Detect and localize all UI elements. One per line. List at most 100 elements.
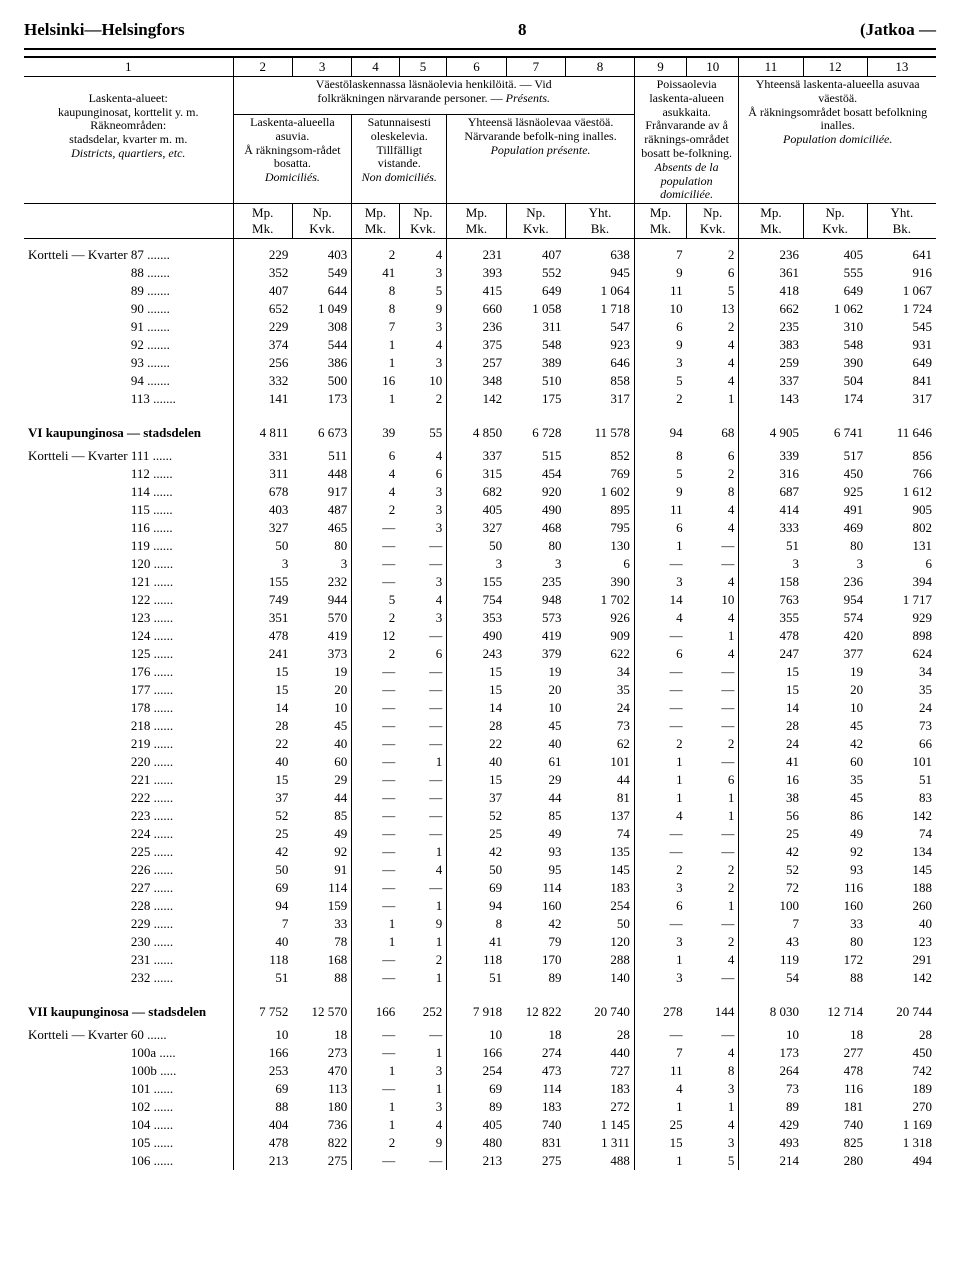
table-cell: 40: [447, 753, 506, 771]
table-cell: 22: [447, 735, 506, 753]
table-row: Kortteli — Kvarter 102 ......88180138918…: [24, 1098, 936, 1116]
table-row: Kortteli — Kvarter 222 ......3744——37448…: [24, 789, 936, 807]
table-cell: 119: [739, 951, 803, 969]
table-cell: 45: [803, 789, 867, 807]
table-cell: 22: [233, 735, 292, 753]
table-row: Kortteli — Kvarter 112 ......31144846315…: [24, 465, 936, 483]
table-cell: 1: [399, 969, 447, 987]
table-cell: 40: [506, 735, 565, 753]
table-cell: 52: [233, 807, 292, 825]
table-cell: 15: [447, 663, 506, 681]
table-cell: 252: [399, 994, 447, 1026]
row-label: Kortteli — Kvarter 176 ......: [24, 663, 233, 681]
table-cell: 494: [867, 1152, 936, 1170]
row-label: Kortteli — Kvarter 219 ......: [24, 735, 233, 753]
table-row: Kortteli — Kvarter 225 ......4292—142931…: [24, 843, 936, 861]
table-cell: 49: [803, 825, 867, 843]
row-label: Kortteli — Kvarter 220 ......: [24, 753, 233, 771]
table-cell: 727: [566, 1062, 635, 1080]
table-cell: 14: [634, 591, 686, 609]
table-cell: 68: [687, 415, 739, 447]
table-cell: —: [399, 1152, 447, 1170]
table-cell: 504: [803, 372, 867, 390]
table-cell: 12 714: [803, 994, 867, 1026]
table-cell: 42: [233, 843, 292, 861]
table-cell: 83: [867, 789, 936, 807]
table-cell: —: [352, 573, 400, 591]
table-cell: —: [634, 1026, 686, 1044]
table-cell: 856: [867, 447, 936, 465]
table-cell: 274: [506, 1044, 565, 1062]
table-cell: 929: [867, 609, 936, 627]
table-cell: 8: [634, 447, 686, 465]
table-cell: 4: [687, 573, 739, 591]
table-cell: 407: [233, 282, 292, 300]
table-cell: 1: [634, 1152, 686, 1170]
table-cell: —: [352, 699, 400, 717]
table-cell: 15: [233, 771, 292, 789]
table-cell: 649: [867, 354, 936, 372]
table-cell: —: [352, 1152, 400, 1170]
table-cell: 42: [739, 843, 803, 861]
table-cell: 3: [399, 483, 447, 501]
table-cell: —: [687, 1026, 739, 1044]
table-cell: 429: [739, 1116, 803, 1134]
table-cell: 1: [634, 789, 686, 807]
unit: Np.Kvk.: [506, 204, 565, 239]
table-cell: 1 062: [803, 300, 867, 318]
table-cell: 549: [292, 264, 351, 282]
table-cell: 3: [634, 879, 686, 897]
row-label: Kortteli — Kvarter 92 .......: [24, 336, 233, 354]
table-cell: —: [399, 717, 447, 735]
table-cell: 487: [292, 501, 351, 519]
table-cell: 24: [739, 735, 803, 753]
table-cell: 742: [867, 1062, 936, 1080]
table-row: VII kaupunginosa — stadsdelen7 75212 570…: [24, 994, 936, 1026]
table-cell: 954: [803, 591, 867, 609]
table-cell: 8: [687, 483, 739, 501]
table-cell: —: [399, 663, 447, 681]
table-cell: 1: [687, 789, 739, 807]
table-cell: 4: [634, 609, 686, 627]
table-cell: 3: [506, 555, 565, 573]
table-cell: 15: [447, 681, 506, 699]
table-cell: 4: [687, 951, 739, 969]
table-cell: 9: [634, 483, 686, 501]
table-cell: —: [687, 753, 739, 771]
row-label: Kortteli — Kvarter 111 ......: [24, 447, 233, 465]
table-cell: 1: [634, 951, 686, 969]
table-cell: 180: [292, 1098, 351, 1116]
table-cell: 214: [739, 1152, 803, 1170]
table-cell: 7: [352, 318, 400, 336]
table-cell: 80: [506, 537, 565, 555]
table-cell: 547: [566, 318, 635, 336]
table-row: Kortteli — Kvarter 221 ......1529——15294…: [24, 771, 936, 789]
table-cell: 2: [687, 861, 739, 879]
table-cell: 1 145: [566, 1116, 635, 1134]
table-cell: 50: [233, 861, 292, 879]
table-cell: —: [352, 897, 400, 915]
table-cell: 92: [803, 843, 867, 861]
table-cell: 170: [506, 951, 565, 969]
table-cell: 749: [233, 591, 292, 609]
table-cell: 510: [506, 372, 565, 390]
table-cell: 278: [634, 994, 686, 1026]
table-cell: 35: [803, 771, 867, 789]
row-label: Kortteli — Kvarter 114 ......: [24, 483, 233, 501]
table-cell: 386: [292, 354, 351, 372]
table-cell: 337: [447, 447, 506, 465]
unit: Np.Kvk.: [292, 204, 351, 239]
table-cell: 493: [739, 1134, 803, 1152]
table-cell: 142: [447, 390, 506, 408]
table-cell: 3: [447, 555, 506, 573]
table-cell: 407: [506, 246, 565, 264]
table-cell: 945: [566, 264, 635, 282]
table-cell: 473: [506, 1062, 565, 1080]
row-label: Kortteli — Kvarter 113 .......: [24, 390, 233, 408]
table-cell: 348: [447, 372, 506, 390]
table-cell: —: [352, 789, 400, 807]
table-cell: 254: [447, 1062, 506, 1080]
table-cell: 160: [803, 897, 867, 915]
table-cell: 414: [739, 501, 803, 519]
table-cell: 114: [506, 1080, 565, 1098]
